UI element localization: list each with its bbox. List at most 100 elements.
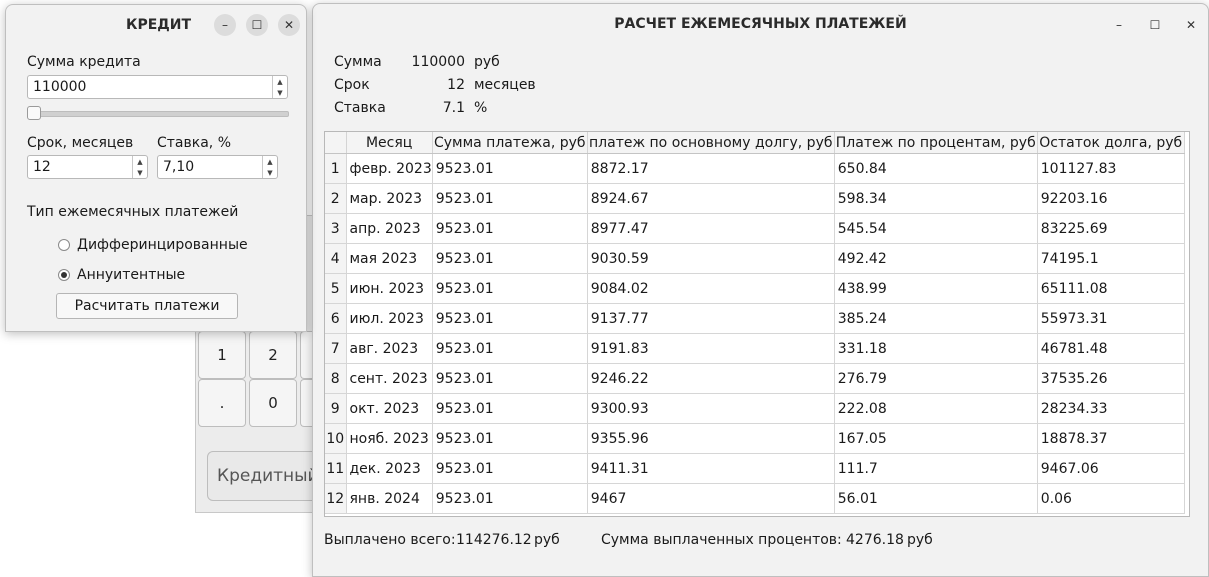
row-number[interactable]: 6 (325, 303, 347, 334)
minimize-icon[interactable]: – (1116, 18, 1122, 32)
cell-month[interactable]: мар. 2023 (346, 183, 433, 214)
cell-payment[interactable]: 9523.01 (432, 153, 588, 184)
cell-month[interactable]: янв. 2024 (346, 483, 433, 514)
cell-balance[interactable]: 101127.83 (1037, 153, 1185, 184)
cell-principal[interactable]: 9246.22 (587, 363, 835, 394)
cell-month[interactable]: дек. 2023 (346, 453, 433, 484)
table-row[interactable]: 5 июн. 2023 9523.01 9084.02 438.99 65111.08 (325, 273, 1185, 304)
amount-slider-handle[interactable] (27, 106, 41, 120)
table-row[interactable]: 2 мар. 2023 9523.01 8924.67 598.34 92203.16 (325, 183, 1185, 214)
term-value[interactable]: 12 (33, 159, 51, 175)
cell-principal[interactable]: 8924.67 (587, 183, 835, 214)
cell-month[interactable]: сент. 2023 (346, 363, 433, 394)
table-row[interactable]: 6 июл. 2023 9523.01 9137.77 385.24 55973.31 (325, 303, 1185, 334)
cell-month[interactable]: авг. 2023 (346, 333, 433, 364)
cell-balance[interactable]: 83225.69 (1037, 213, 1185, 244)
cell-payment[interactable]: 9523.01 (432, 243, 588, 274)
cell-month[interactable]: окт. 2023 (346, 393, 433, 424)
row-number[interactable]: 12 (325, 483, 347, 514)
cell-interest[interactable]: 167.05 (834, 423, 1038, 454)
calculate-button[interactable]: Расчитать платежи (56, 293, 238, 319)
calc-key-dot[interactable]: . (198, 379, 246, 427)
cell-balance[interactable]: 37535.26 (1037, 363, 1185, 394)
spin-down-icon[interactable]: ▼ (137, 168, 143, 177)
spin-up-icon[interactable]: ▲ (277, 77, 283, 86)
cell-payment[interactable]: 9523.01 (432, 183, 588, 214)
cell-month[interactable]: февр. 2023 (346, 153, 433, 184)
row-number[interactable]: 1 (325, 153, 347, 184)
row-number[interactable]: 4 (325, 243, 347, 274)
rate-value[interactable]: 7,10 (163, 159, 195, 175)
calc-key-2[interactable]: 2 (249, 331, 297, 379)
radio-differentiated[interactable] (58, 239, 70, 251)
cell-balance[interactable]: 65111.08 (1037, 273, 1185, 304)
table-row[interactable]: 3 апр. 2023 9523.01 8977.47 545.54 83225.69 (325, 213, 1185, 244)
row-number[interactable]: 8 (325, 363, 347, 394)
cell-payment[interactable]: 9523.01 (432, 483, 588, 514)
cell-balance[interactable]: 18878.37 (1037, 423, 1185, 454)
cell-interest[interactable]: 545.54 (834, 213, 1038, 244)
cell-interest[interactable]: 385.24 (834, 303, 1038, 334)
cell-interest[interactable]: 222.08 (834, 393, 1038, 424)
cell-interest[interactable]: 598.34 (834, 183, 1038, 214)
cell-interest[interactable]: 276.79 (834, 363, 1038, 394)
table-row[interactable]: 11 дек. 2023 9523.01 9411.31 111.7 9467.06 (325, 453, 1185, 484)
column-header-month[interactable]: Месяц (346, 132, 433, 154)
cell-month[interactable]: нояб. 2023 (346, 423, 433, 454)
table-row[interactable]: 12 янв. 2024 9523.01 9467 56.01 0.06 (325, 483, 1185, 514)
cell-principal[interactable]: 9030.59 (587, 243, 835, 274)
cell-payment[interactable]: 9523.01 (432, 303, 588, 334)
cell-balance[interactable]: 92203.16 (1037, 183, 1185, 214)
calc-key-1[interactable]: 1 (198, 331, 246, 379)
close-icon[interactable]: ✕ (1185, 18, 1197, 32)
amount-spinbox[interactable]: 110000 ▲ ▼ (27, 75, 288, 99)
column-header-balance[interactable]: Остаток долга, руб (1037, 132, 1185, 154)
cell-payment[interactable]: 9523.01 (432, 333, 588, 364)
amount-value[interactable]: 110000 (33, 79, 87, 95)
maximize-icon[interactable]: ☐ (1149, 18, 1161, 32)
spin-down-icon[interactable]: ▼ (277, 88, 283, 97)
cell-balance[interactable]: 55973.31 (1037, 303, 1185, 334)
cell-principal[interactable]: 9355.96 (587, 423, 835, 454)
cell-principal[interactable]: 9467 (587, 483, 835, 514)
table-row[interactable]: 1 февр. 2023 9523.01 8872.17 650.84 101127.83 (325, 153, 1185, 184)
cell-principal[interactable]: 9084.02 (587, 273, 835, 304)
spin-down-icon[interactable]: ▼ (267, 168, 273, 177)
table-corner[interactable] (325, 132, 347, 154)
cell-principal[interactable]: 8872.17 (587, 153, 835, 184)
cell-interest[interactable]: 650.84 (834, 153, 1038, 184)
calc-key-0[interactable]: 0 (249, 379, 297, 427)
close-icon[interactable]: ✕ (278, 14, 300, 36)
cell-month[interactable]: июл. 2023 (346, 303, 433, 334)
cell-payment[interactable]: 9523.01 (432, 393, 588, 424)
payments-table[interactable]: Месяц Сумма платежа, руб платеж по основ… (324, 131, 1190, 517)
table-row[interactable]: 9 окт. 2023 9523.01 9300.93 222.08 28234.33 (325, 393, 1185, 424)
cell-balance[interactable]: 0.06 (1037, 483, 1185, 514)
row-number[interactable]: 2 (325, 183, 347, 214)
row-number[interactable]: 3 (325, 213, 347, 244)
maximize-icon[interactable]: ☐ (246, 14, 268, 36)
radio-annuity[interactable] (58, 269, 70, 281)
spin-up-icon[interactable]: ▲ (137, 157, 143, 166)
cell-payment[interactable]: 9523.01 (432, 423, 588, 454)
row-number[interactable]: 7 (325, 333, 347, 364)
cell-month[interactable]: мая 2023 (346, 243, 433, 274)
cell-month[interactable]: июн. 2023 (346, 273, 433, 304)
table-row[interactable]: 7 авг. 2023 9523.01 9191.83 331.18 46781.48 (325, 333, 1185, 364)
cell-interest[interactable]: 111.7 (834, 453, 1038, 484)
table-row[interactable]: 4 мая 2023 9523.01 9030.59 492.42 74195.1 (325, 243, 1185, 274)
cell-month[interactable]: апр. 2023 (346, 213, 433, 244)
cell-interest[interactable]: 438.99 (834, 273, 1038, 304)
row-number[interactable]: 10 (325, 423, 347, 454)
cell-principal[interactable]: 8977.47 (587, 213, 835, 244)
cell-payment[interactable]: 9523.01 (432, 213, 588, 244)
cell-principal[interactable]: 9411.31 (587, 453, 835, 484)
cell-balance[interactable]: 46781.48 (1037, 333, 1185, 364)
column-header-interest[interactable]: Платеж по процентам, руб (834, 132, 1038, 154)
column-header-payment[interactable]: Сумма платежа, руб (432, 132, 588, 154)
column-header-principal[interactable]: платеж по основному долгу, руб (587, 132, 835, 154)
rate-spinbox[interactable]: 7,10 ▲ ▼ (157, 155, 278, 179)
cell-payment[interactable]: 9523.01 (432, 453, 588, 484)
cell-interest[interactable]: 331.18 (834, 333, 1038, 364)
row-number[interactable]: 9 (325, 393, 347, 424)
